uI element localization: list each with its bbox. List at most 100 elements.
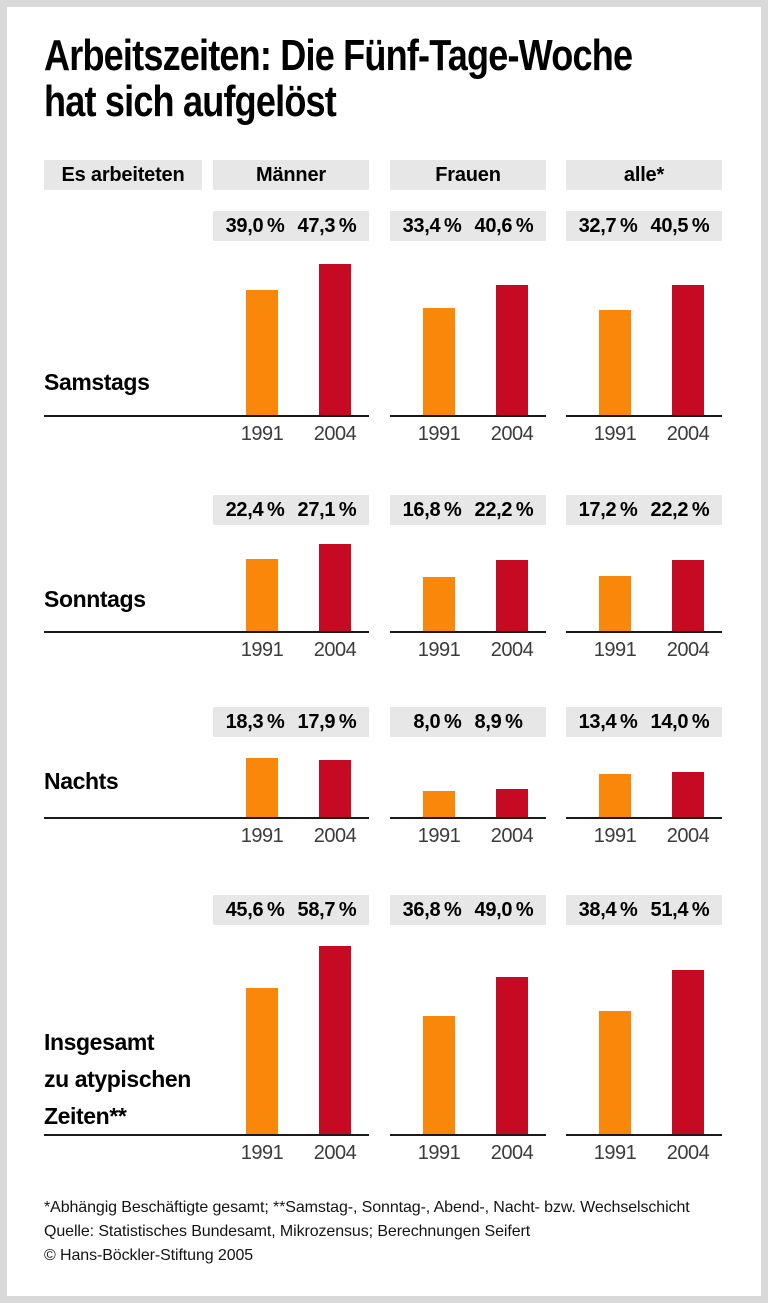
value-label-box-insgesamt-maenner: 45,6 % 58,7 % bbox=[213, 895, 369, 925]
bar-2004-samstags-alle bbox=[672, 285, 704, 415]
footnote-source: Quelle: Statistisches Bundesamt, Mikroze… bbox=[44, 1223, 531, 1240]
year-label-2004-nachts-alle: 2004 bbox=[666, 825, 710, 847]
column-header-maenner-label: Männer bbox=[256, 163, 326, 186]
row-label-insgesamt: Insgesamt zu atypischen Zeiten** bbox=[44, 1024, 191, 1135]
footnote-copyright: © Hans-Böckler-Stiftung 2005 bbox=[44, 1247, 254, 1264]
axis-line-insgesamt-maenner bbox=[44, 1134, 369, 1136]
bar-2004-sonntags-frauen bbox=[496, 560, 528, 631]
axis-line-nachts-maenner bbox=[44, 817, 369, 819]
value-1991-nachts-alle: 13,4 % bbox=[578, 710, 638, 733]
value-label-box-insgesamt-alle: 38,4 % 51,4 % bbox=[566, 895, 722, 925]
axis-line-samstags-alle bbox=[566, 415, 722, 417]
bar-1991-sonntags-frauen bbox=[423, 577, 455, 631]
value-2004-nachts-frauen: 8,9 % bbox=[474, 710, 523, 733]
header-es-arbeiteten: Es arbeiteten bbox=[44, 160, 202, 190]
value-2004-samstags-alle: 40,5 % bbox=[650, 214, 710, 237]
year-label-2004-sonntags-alle: 2004 bbox=[666, 639, 710, 661]
axis-line-nachts-alle bbox=[566, 817, 722, 819]
year-label-1991-nachts-maenner: 1991 bbox=[240, 825, 284, 847]
row-label-samstags: Samstags bbox=[44, 364, 150, 401]
value-1991-insgesamt-maenner: 45,6 % bbox=[225, 898, 285, 921]
bar-1991-nachts-frauen bbox=[423, 791, 455, 817]
column-header-frauen-label: Frauen bbox=[435, 163, 501, 186]
value-label-box-nachts-alle: 13,4 % 14,0 % bbox=[566, 707, 722, 737]
axis-line-sonntags-maenner bbox=[44, 631, 369, 633]
value-1991-nachts-frauen: 8,0 % bbox=[413, 710, 462, 733]
year-label-1991-insgesamt-frauen: 1991 bbox=[417, 1142, 461, 1164]
bar-1991-samstags-alle bbox=[599, 310, 631, 415]
value-2004-nachts-maenner: 17,9 % bbox=[297, 710, 357, 733]
value-label-box-samstags-frauen: 33,4 % 40,6 % bbox=[390, 211, 546, 241]
value-2004-insgesamt-alle: 51,4 % bbox=[650, 898, 710, 921]
header-es-arbeiteten-label: Es arbeiteten bbox=[61, 163, 185, 186]
value-1991-nachts-maenner: 18,3 % bbox=[225, 710, 285, 733]
row-label-sonntags-line1: Sonntags bbox=[44, 586, 146, 612]
year-label-1991-sonntags-maenner: 1991 bbox=[240, 639, 284, 661]
value-1991-sonntags-frauen: 16,8 % bbox=[402, 498, 462, 521]
axis-line-sonntags-frauen bbox=[390, 631, 546, 633]
axis-line-samstags-frauen bbox=[390, 415, 546, 417]
year-label-1991-insgesamt-maenner: 1991 bbox=[240, 1142, 284, 1164]
row-label-insgesamt-line1: Insgesamt bbox=[44, 1029, 155, 1055]
bar-2004-insgesamt-alle bbox=[672, 970, 704, 1134]
value-2004-sonntags-maenner: 27,1 % bbox=[297, 498, 357, 521]
bar-2004-sonntags-alle bbox=[672, 560, 704, 631]
year-label-2004-insgesamt-alle: 2004 bbox=[666, 1142, 710, 1164]
year-label-2004-insgesamt-frauen: 2004 bbox=[490, 1142, 534, 1164]
column-header-maenner: Männer bbox=[213, 160, 369, 190]
value-label-box-nachts-maenner: 18,3 % 17,9 % bbox=[213, 707, 369, 737]
value-label-box-sonntags-maenner: 22,4 % 27,1 % bbox=[213, 495, 369, 525]
bar-1991-nachts-alle bbox=[599, 774, 631, 817]
axis-line-insgesamt-frauen bbox=[390, 1134, 546, 1136]
bar-1991-samstags-maenner bbox=[246, 290, 278, 415]
bar-1991-sonntags-maenner bbox=[246, 559, 278, 631]
bar-1991-samstags-frauen bbox=[423, 308, 455, 415]
value-1991-samstags-frauen: 33,4 % bbox=[402, 214, 462, 237]
bar-1991-insgesamt-maenner bbox=[246, 988, 278, 1134]
column-header-alle: alle* bbox=[566, 160, 722, 190]
bar-1991-insgesamt-frauen bbox=[423, 1016, 455, 1134]
bar-2004-samstags-maenner bbox=[319, 264, 351, 415]
bar-2004-sonntags-maenner bbox=[319, 544, 351, 631]
column-header-alle-label: alle* bbox=[623, 163, 665, 186]
bar-2004-insgesamt-frauen bbox=[496, 977, 528, 1134]
value-1991-insgesamt-frauen: 36,8 % bbox=[402, 898, 462, 921]
axis-line-samstags-maenner bbox=[44, 415, 369, 417]
row-label-sonntags: Sonntags bbox=[44, 581, 146, 618]
axis-line-insgesamt-alle bbox=[566, 1134, 722, 1136]
value-1991-insgesamt-alle: 38,4 % bbox=[578, 898, 638, 921]
year-label-1991-samstags-alle: 1991 bbox=[593, 423, 637, 445]
bar-2004-samstags-frauen bbox=[496, 285, 528, 415]
page-title-line1: Arbeitszeiten: Die Fünf-Tage-Woche bbox=[44, 31, 633, 80]
value-label-box-nachts-frauen: 8,0 % 8,9 % bbox=[390, 707, 546, 737]
bar-1991-sonntags-alle bbox=[599, 576, 631, 631]
bar-2004-nachts-frauen bbox=[496, 789, 528, 817]
footnotes: *Abhängig Beschäftigte gesamt; **Samstag… bbox=[44, 1196, 690, 1268]
value-2004-insgesamt-frauen: 49,0 % bbox=[474, 898, 534, 921]
row-label-nachts-line1: Nachts bbox=[44, 768, 119, 794]
value-2004-nachts-alle: 14,0 % bbox=[650, 710, 710, 733]
value-label-box-samstags-maenner: 39,0 % 47,3 % bbox=[213, 211, 369, 241]
row-label-samstags-line1: Samstags bbox=[44, 369, 150, 395]
row-label-insgesamt-line2: zu atypischen bbox=[44, 1066, 191, 1092]
year-label-2004-sonntags-frauen: 2004 bbox=[490, 639, 534, 661]
value-1991-sonntags-alle: 17,2 % bbox=[578, 498, 638, 521]
value-label-box-sonntags-frauen: 16,8 % 22,2 % bbox=[390, 495, 546, 525]
year-label-1991-insgesamt-alle: 1991 bbox=[593, 1142, 637, 1164]
value-label-box-insgesamt-frauen: 36,8 % 49,0 % bbox=[390, 895, 546, 925]
value-2004-samstags-frauen: 40,6 % bbox=[474, 214, 534, 237]
page-title: Arbeitszeiten: Die Fünf-Tage-Woche hat s… bbox=[44, 31, 633, 126]
value-1991-sonntags-maenner: 22,4 % bbox=[225, 498, 285, 521]
year-label-2004-insgesamt-maenner: 2004 bbox=[313, 1142, 357, 1164]
bar-2004-nachts-alle bbox=[672, 772, 704, 817]
axis-line-sonntags-alle bbox=[566, 631, 722, 633]
axis-line-nachts-frauen bbox=[390, 817, 546, 819]
year-label-2004-sonntags-maenner: 2004 bbox=[313, 639, 357, 661]
year-label-1991-nachts-alle: 1991 bbox=[593, 825, 637, 847]
year-label-1991-nachts-frauen: 1991 bbox=[417, 825, 461, 847]
value-label-box-samstags-alle: 32,7 % 40,5 % bbox=[566, 211, 722, 241]
page-title-line2: hat sich aufgelöst bbox=[44, 77, 337, 126]
bar-2004-insgesamt-maenner bbox=[319, 946, 351, 1134]
value-2004-sonntags-frauen: 22,2 % bbox=[474, 498, 534, 521]
